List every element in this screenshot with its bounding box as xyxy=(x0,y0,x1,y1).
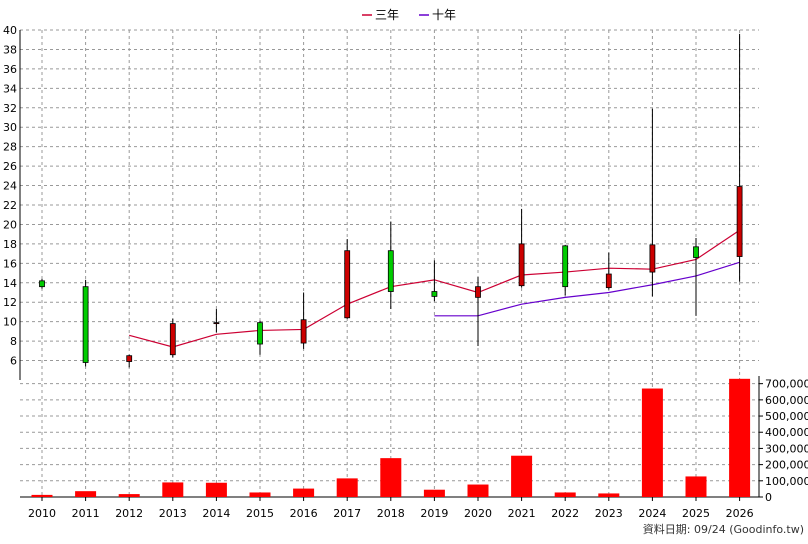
price-tick-label: 30 xyxy=(3,121,17,134)
volume-bar xyxy=(380,458,402,497)
x-tick-label: 2012 xyxy=(115,507,143,520)
price-tick-label: 14 xyxy=(3,277,17,290)
volume-bar xyxy=(336,478,358,497)
candle-body xyxy=(562,245,569,288)
candle-body xyxy=(257,322,263,345)
price-tick-label: 28 xyxy=(3,141,17,154)
price-tick-label: 10 xyxy=(3,316,17,329)
volume-bar xyxy=(554,492,576,497)
price-tick-label: 34 xyxy=(3,82,17,95)
x-tick-label: 2024 xyxy=(638,507,666,520)
price-tick-label: 38 xyxy=(3,43,17,56)
candle-body xyxy=(213,322,220,325)
ma-line-十年 xyxy=(434,261,740,317)
x-tick-label: 2021 xyxy=(508,507,536,520)
x-tick-label: 2019 xyxy=(420,507,448,520)
candle-body xyxy=(431,291,438,297)
x-tick-label: 2017 xyxy=(333,507,361,520)
volume-bar xyxy=(685,476,707,497)
volume-bar xyxy=(118,494,140,497)
price-tick-label: 24 xyxy=(3,180,17,193)
price-tick-label: 6 xyxy=(10,355,17,368)
price-tick-label: 16 xyxy=(3,257,17,270)
volume-bar xyxy=(249,492,271,497)
volume-bar xyxy=(293,488,315,497)
price-tick-label: 12 xyxy=(3,296,17,309)
price-tick-label: 20 xyxy=(3,218,17,231)
price-tick-label: 8 xyxy=(10,335,17,348)
x-tick-label: 2022 xyxy=(551,507,579,520)
x-tick-label: 2020 xyxy=(464,507,492,520)
price-tick-label: 40 xyxy=(3,24,17,37)
candle-body xyxy=(736,186,743,257)
price-tick-label: 26 xyxy=(3,160,17,173)
candle-body xyxy=(39,280,45,288)
volume-tick-label: 200,000 xyxy=(765,459,808,472)
candle-body xyxy=(344,250,351,319)
volume-bar xyxy=(423,489,445,497)
volume-bar xyxy=(31,494,53,497)
candle-body xyxy=(300,319,307,344)
candle-body xyxy=(169,323,176,356)
candle-body xyxy=(387,250,394,292)
volume-tick-label: 500,000 xyxy=(765,410,808,423)
candle-body xyxy=(605,273,612,289)
volume-bar xyxy=(511,455,533,497)
volume-bar xyxy=(467,484,489,497)
price-tick-label: 36 xyxy=(3,63,17,76)
candle-body xyxy=(518,243,525,287)
price-tick-label: 18 xyxy=(3,238,17,251)
x-tick-label: 2015 xyxy=(246,507,274,520)
volume-tick-label: 400,000 xyxy=(765,426,808,439)
x-tick-label: 2023 xyxy=(595,507,623,520)
volume-tick-label: 100,000 xyxy=(765,475,808,488)
volume-tick-label: 700,000 xyxy=(765,378,808,391)
price-plot-area xyxy=(20,30,759,380)
price-tick-label: 22 xyxy=(3,199,17,212)
volume-bar xyxy=(598,493,620,497)
volume-tick-label: 0 xyxy=(765,491,772,504)
x-tick-label: 2018 xyxy=(377,507,405,520)
x-tick-label: 2013 xyxy=(159,507,187,520)
volume-tick-label: 600,000 xyxy=(765,394,808,407)
x-tick-label: 2016 xyxy=(290,507,318,520)
candle-body xyxy=(82,286,89,363)
volume-bar xyxy=(162,482,184,497)
x-tick-label: 2026 xyxy=(726,507,754,520)
candle-body xyxy=(693,246,699,258)
volume-bar xyxy=(205,482,227,497)
price-tick-label: 32 xyxy=(3,102,17,115)
volume-tick-label: 300,000 xyxy=(765,442,808,455)
volume-bar xyxy=(75,491,97,497)
x-tick-label: 2025 xyxy=(682,507,710,520)
x-tick-label: 2014 xyxy=(202,507,230,520)
volume-bar xyxy=(641,388,663,497)
candle-body xyxy=(126,355,133,362)
candle-body xyxy=(649,244,656,273)
x-tick-label: 2010 xyxy=(28,507,56,520)
data-date-watermark: 資料日期: 09/24 (Goodinfo.tw) xyxy=(642,523,804,536)
volume-bar xyxy=(729,378,751,497)
legend-label-十年: 十年 xyxy=(432,8,456,22)
x-tick-label: 2011 xyxy=(72,507,100,520)
candle-body xyxy=(475,286,481,298)
legend-label-三年: 三年 xyxy=(375,8,399,22)
